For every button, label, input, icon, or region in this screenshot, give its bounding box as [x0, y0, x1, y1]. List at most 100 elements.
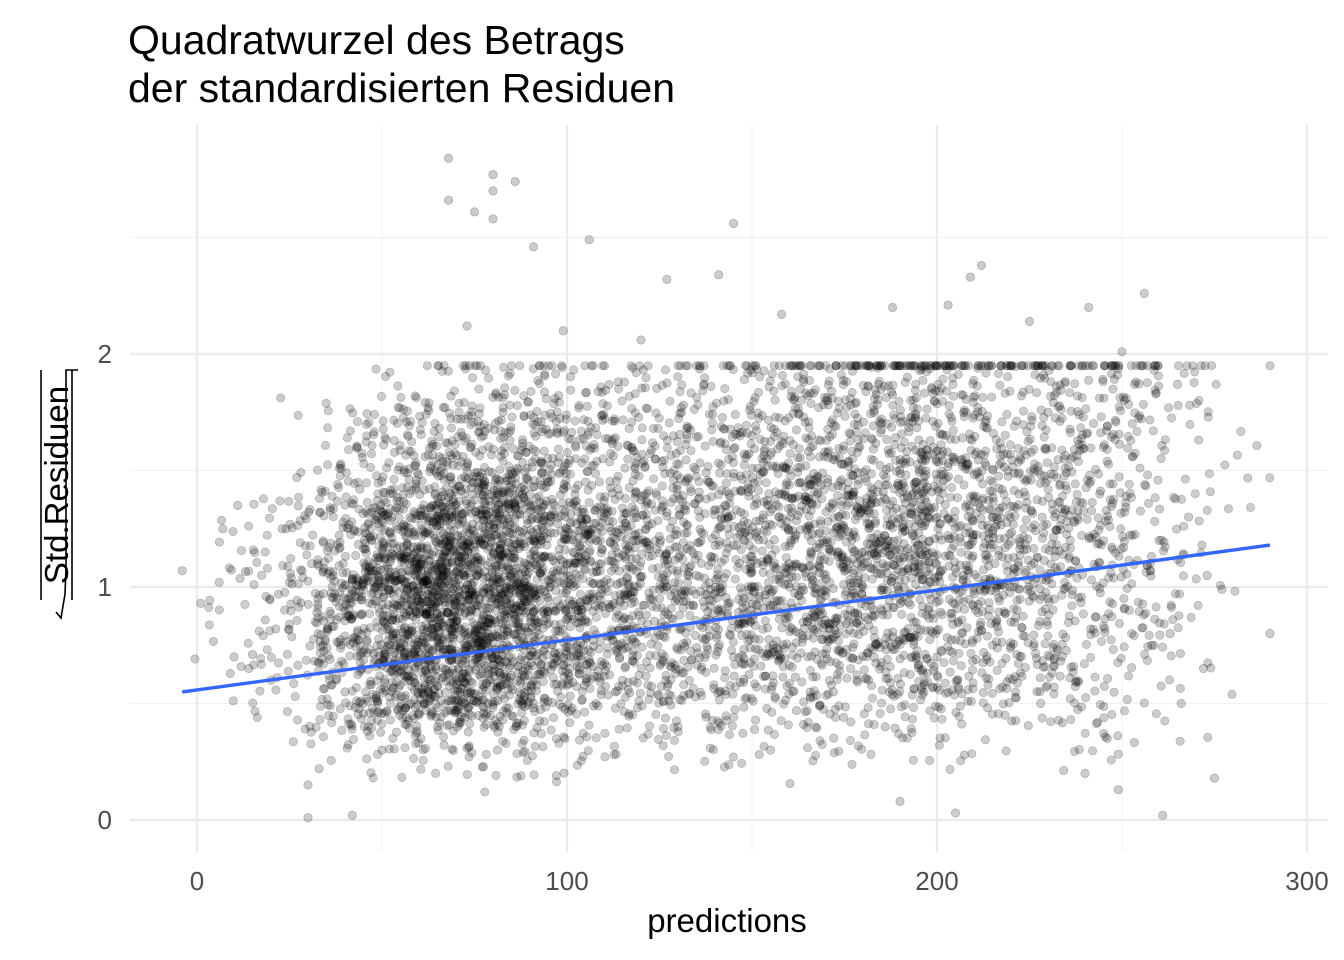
- data-point: [872, 439, 880, 447]
- data-point: [837, 502, 845, 510]
- data-point: [1114, 659, 1122, 667]
- data-point: [710, 681, 718, 689]
- data-point: [643, 405, 651, 413]
- data-point: [886, 705, 894, 713]
- data-point: [664, 752, 672, 760]
- data-point: [701, 757, 709, 765]
- data-point: [691, 631, 699, 639]
- data-point: [878, 699, 886, 707]
- data-point: [709, 746, 717, 754]
- data-point: [1014, 585, 1022, 593]
- data-point: [869, 456, 877, 464]
- data-point: [241, 567, 249, 575]
- data-point: [587, 648, 595, 656]
- data-point: [447, 424, 455, 432]
- data-point: [610, 750, 618, 758]
- data-point: [1192, 575, 1200, 583]
- data-point: [846, 736, 854, 744]
- data-point: [898, 481, 906, 489]
- data-point: [326, 702, 334, 710]
- data-point: [1044, 632, 1052, 640]
- data-point: [1066, 428, 1074, 436]
- data-point: [1187, 613, 1195, 621]
- data-point: [250, 500, 258, 508]
- data-point: [1005, 675, 1013, 683]
- data-point: [1028, 524, 1036, 532]
- data-point: [450, 387, 458, 395]
- data-point: [996, 381, 1004, 389]
- data-point: [862, 362, 870, 370]
- data-point: [1194, 601, 1202, 609]
- data-point: [949, 657, 957, 665]
- data-point: [751, 716, 759, 724]
- data-point: [267, 653, 275, 661]
- data-point: [1091, 687, 1099, 695]
- data-point: [770, 536, 778, 544]
- data-point: [342, 469, 350, 477]
- data-point: [263, 531, 271, 539]
- data-point: [1108, 612, 1116, 620]
- data-point: [328, 681, 336, 689]
- data-point: [1233, 451, 1241, 459]
- data-point: [324, 424, 332, 432]
- data-point: [721, 687, 729, 695]
- data-point: [309, 531, 317, 539]
- data-point: [1159, 547, 1167, 555]
- data-point: [509, 445, 517, 453]
- data-point: [497, 434, 505, 442]
- data-point: [712, 506, 720, 514]
- data-point: [1044, 485, 1052, 493]
- data-point: [520, 736, 528, 744]
- data-point: [652, 710, 660, 718]
- data-point: [390, 416, 398, 424]
- data-point: [1088, 498, 1096, 506]
- data-point: [1014, 444, 1022, 452]
- data-point: [463, 770, 471, 778]
- data-point: [853, 671, 861, 679]
- data-point: [372, 365, 380, 373]
- data-point: [324, 554, 332, 562]
- data-point: [739, 729, 747, 737]
- data-point: [582, 389, 590, 397]
- data-point: [1195, 396, 1203, 404]
- data-point: [304, 577, 312, 585]
- data-points: [178, 154, 1274, 822]
- data-point: [636, 689, 644, 697]
- data-point: [1141, 480, 1149, 488]
- data-point: [822, 436, 830, 444]
- data-point: [354, 671, 362, 679]
- data-point: [796, 463, 804, 471]
- data-point: [534, 658, 542, 666]
- data-point: [628, 418, 636, 426]
- data-point: [792, 426, 800, 434]
- data-point: [868, 694, 876, 702]
- data-point: [1152, 603, 1160, 611]
- data-point: [1244, 474, 1252, 482]
- data-point: [1059, 630, 1067, 638]
- data-point: [1075, 594, 1083, 602]
- data-point: [849, 643, 857, 651]
- data-point: [628, 404, 636, 412]
- data-point: [615, 725, 623, 733]
- data-point: [591, 469, 599, 477]
- data-point: [740, 450, 748, 458]
- data-point: [456, 635, 464, 643]
- data-point: [897, 703, 905, 711]
- data-point: [620, 707, 628, 715]
- data-point: [770, 362, 778, 370]
- data-point: [1158, 643, 1166, 651]
- data-point: [1212, 380, 1220, 388]
- data-point: [1139, 400, 1147, 408]
- data-point: [1110, 574, 1118, 582]
- data-point: [1176, 649, 1184, 657]
- data-point: [249, 699, 257, 707]
- data-point: [1191, 490, 1199, 498]
- data-point: [679, 538, 687, 546]
- data-point: [754, 487, 762, 495]
- data-point: [1108, 710, 1116, 718]
- data-point: [847, 718, 855, 726]
- data-point: [938, 430, 946, 438]
- data-point: [1253, 441, 1261, 449]
- data-point: [618, 397, 626, 405]
- data-point: [355, 505, 363, 513]
